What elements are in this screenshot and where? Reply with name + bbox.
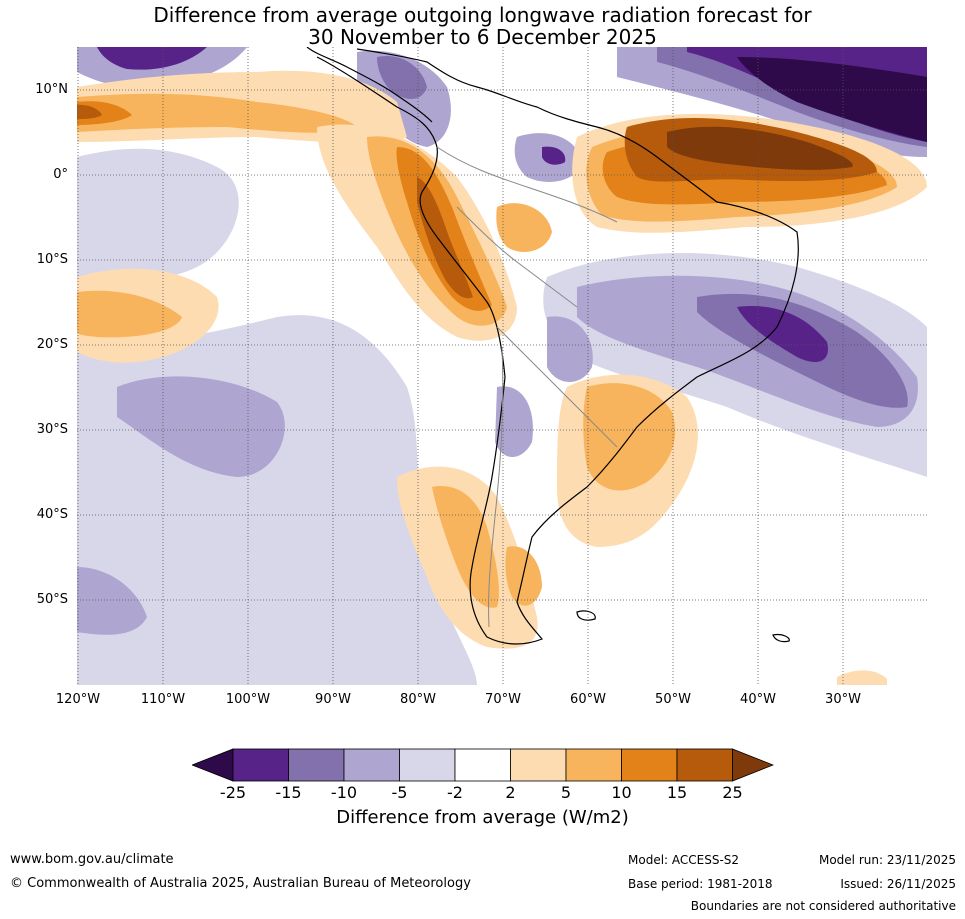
region-far-sw [77,567,147,635]
colorbar-tick-5: 2 [505,783,516,802]
coastline-south-georgia [772,633,790,643]
region-n-atlantic-core [737,57,927,142]
olr-anomaly-map [77,47,927,685]
colorbar-tick-3: -5 [391,783,408,802]
title-line-1: Difference from average outgoing longwav… [153,3,812,27]
region-sw-pacific [77,148,239,282]
colorbar-tick-2: -10 [330,783,358,802]
colorbar-swatch-3 [343,748,400,782]
lon-label-30w: 30°W [825,692,861,707]
region-ne-brazil-peak [667,126,853,170]
lat-label-10n: 10°N [35,82,68,97]
lon-label-60w: 60°W [570,692,606,707]
borders-north [436,146,618,223]
borders-andean [456,206,578,308]
region-se-brazil-core [737,306,828,362]
colorbar-swatch-4 [399,748,456,782]
map-panel [77,47,927,685]
colorbar-swatch-7 [565,748,622,782]
footer-issued: Issued: 26/11/2025 [840,877,956,891]
footer-model: Model: ACCESS-S2 [628,853,740,867]
borders-chile-argentina [488,346,504,628]
lon-label-90w: 90°W [315,692,351,707]
lon-label-80w: 80°W [400,692,436,707]
colorbar-tick-1: -15 [275,783,302,802]
footer-url[interactable]: www.bom.gov.au/climate [10,852,174,867]
coastline-falklands [576,610,596,621]
colorbar-swatch-8 [621,748,678,782]
region-patagonia-mid [432,486,499,608]
region-se-corner [837,670,887,685]
lon-label-40w: 40°W [740,692,776,707]
positive-anomaly-regions [77,70,927,685]
lat-label-30s: 30°S [36,422,68,437]
colorbar-swatch-5 [454,748,511,782]
footer-base-period: Base period: 1981-2018 [628,877,773,891]
colorbar-swatch-9 [676,748,733,782]
coastline-central-america [306,47,433,123]
colorbar-swatch-1 [232,748,289,782]
region-chaco [547,316,593,382]
region-bolivia [496,203,552,252]
colorbar-tick-9: 25 [722,783,743,802]
colorbar-label: Difference from average (W/m2) [336,807,629,828]
colorbar-swatch-0 [192,748,234,782]
region-eq-pacific-core [77,104,102,119]
region-central-america [357,50,451,147]
colorbar-tick-6: 5 [560,783,572,802]
region-eq-pacific-mid [77,93,357,133]
title-line-2: 30 November to 6 December 2025 [308,25,657,49]
lon-label-120w: 120°W [55,692,101,707]
colorbar-swatch-6 [510,748,567,782]
colorbar-swatch-10 [732,748,774,782]
footer-disclaimer: Boundaries are not considered authoritat… [690,899,956,913]
region-nw-corner-dark [97,47,207,70]
colorbar-tick-8: 15 [666,783,688,802]
country-borders [436,146,618,628]
region-patagonia-e [505,546,542,606]
lat-label-40s: 40°S [36,507,68,522]
region-argentina-north [495,386,533,457]
footer-model-run: Model run: 23/11/2025 [818,853,956,867]
region-n-amazon-core [542,146,566,165]
colorbar-tick-7: 10 [611,783,632,802]
colorbar-swatch-2 [288,748,345,782]
lon-label-70w: 70°W [485,692,521,707]
lat-label-20s: 20°S [36,337,68,352]
gridlines [77,47,927,685]
region-andes-core [417,177,473,299]
coastline-south-america [316,48,799,645]
lon-label-110w: 110°W [140,692,186,707]
lat-label-50s: 50°S [36,592,68,607]
lon-label-100w: 100°W [225,692,271,707]
lat-label-10s: 10°S [36,252,68,267]
map-title: Difference from average outgoing longwav… [0,4,965,48]
region-w-pacific-south-mid [77,290,182,338]
lon-label-50w: 50°W [655,692,691,707]
lat-label-0: 0° [53,167,68,182]
borders-southern [496,326,618,448]
colorbar-tick-4: -2 [447,783,463,802]
colorbar [192,748,774,782]
coastline [306,47,799,645]
colorbar-tick-0: -25 [219,783,247,802]
footer-copyright: © Commonwealth of Australia 2025, Austra… [10,876,471,891]
region-central-america-dark [377,56,427,99]
region-south-pacific-mid [117,376,285,477]
